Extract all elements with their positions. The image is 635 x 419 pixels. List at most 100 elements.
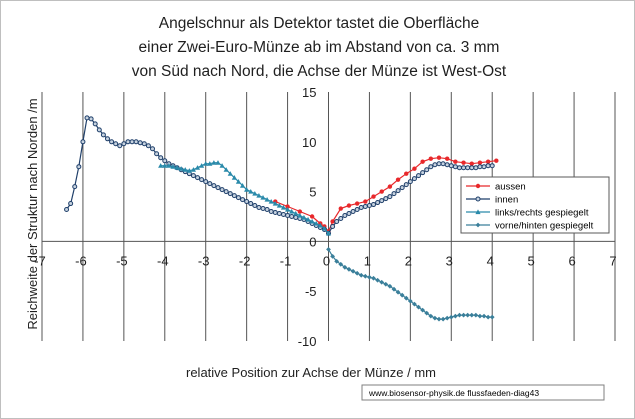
series-1-point-18: [137, 140, 143, 146]
series-1-point-87: [420, 170, 426, 176]
series-1-point-83: [403, 182, 409, 188]
series-1-point-32: [195, 175, 201, 181]
series-3-point-18: [399, 292, 405, 298]
y-tick-label-3: 5: [309, 185, 316, 200]
series-2-point-23: [252, 190, 258, 196]
series-0-line: [275, 157, 497, 233]
series-0-point-20: [436, 155, 442, 160]
series-1-point-43: [240, 197, 246, 203]
series-1-point-51: [272, 210, 278, 216]
series-2-point-40: [321, 225, 328, 231]
series-1-point-23: [158, 155, 164, 161]
series-1-point-19: [141, 141, 147, 147]
series-1-point-103: [485, 163, 491, 169]
legend-label-3: vorne/hinten gespiegelt: [495, 221, 594, 232]
series-0-point-8: [338, 206, 343, 211]
x-axis-label: relative Position zur Achse der Münze / …: [186, 365, 436, 380]
series-3-point-40: [489, 314, 495, 320]
series-2-point-5: [178, 166, 184, 171]
series-1-point-10: [104, 136, 110, 142]
series-2-point-36: [305, 216, 311, 222]
series-0-point-9: [346, 203, 352, 208]
series-1-point-42: [235, 195, 241, 201]
series-2-point-1: [162, 163, 168, 168]
series-3-point-27: [436, 316, 442, 322]
series-1-point-65: [330, 223, 336, 229]
series-1-point-81: [395, 188, 401, 194]
x-tick-label-0: -7: [34, 253, 46, 268]
series-1-point-38: [219, 187, 225, 193]
credit-text: www.biosensor-physik.de flussfaeden-diag…: [368, 388, 539, 398]
series-1-point-75: [371, 202, 377, 208]
series-1-point-5: [84, 115, 90, 121]
series-1-point-7: [92, 121, 98, 127]
series-1-point-17: [133, 139, 139, 145]
series-3-point-22: [416, 304, 421, 310]
series-3-point-9: [362, 273, 368, 279]
series-1-point-16: [129, 139, 135, 145]
series-1-point-9: [100, 132, 106, 138]
legend: aussen innen links/rechts gespiegelt vorne/…: [460, 176, 610, 234]
series-1-point-55: [289, 214, 295, 219]
series-1-point-34: [203, 179, 209, 185]
series-0-point-22: [453, 159, 458, 164]
legend-label-0: aussen: [495, 182, 526, 193]
series-1-point-96: [456, 165, 462, 171]
x-tick-label-4: -3: [198, 253, 210, 268]
series-0-point-17: [412, 166, 417, 171]
series-2-point-10: [199, 163, 205, 168]
series-2-point-11: [203, 161, 209, 166]
series-1-point-11: [109, 139, 115, 145]
series-1-point-54: [285, 213, 291, 219]
series-1-point-80: [391, 191, 397, 197]
series-0-point-18: [420, 159, 425, 164]
series-1-point-100: [473, 165, 479, 171]
series-1-point-41: [231, 193, 237, 199]
x-tick-label-1: -6: [75, 253, 87, 268]
series-2-point-8: [190, 167, 197, 172]
series-0-point-12: [371, 194, 376, 199]
series-1-point-12: [113, 141, 119, 147]
series-1-point-24: [162, 158, 168, 164]
series-0-point-21: [444, 156, 450, 161]
series-2-point-34: [297, 212, 303, 218]
series-1-point-36: [211, 183, 217, 189]
series-1-point-8: [96, 127, 102, 133]
series-2-point-39: [317, 222, 323, 228]
series-3-point-20: [407, 298, 413, 304]
x-tick-label-3: -4: [157, 253, 169, 268]
credit-frame: [361, 384, 605, 401]
series-1-point-67: [338, 215, 344, 221]
series-3-point-35: [469, 312, 475, 318]
series-2-point-33: [293, 210, 299, 216]
series-0-point-26: [485, 159, 491, 164]
series-3-point-2: [334, 258, 340, 264]
series-1-point-89: [428, 164, 434, 170]
series-1-point-97: [461, 165, 467, 171]
series-0-point-10: [354, 201, 360, 206]
series-2-point-14: [215, 160, 221, 165]
series-1-point-46: [252, 203, 258, 209]
series-2-point-22: [248, 189, 254, 194]
series-3-point-7: [354, 270, 360, 276]
series-3-point-26: [432, 315, 438, 321]
title-line-2: einer Zwei-Euro-Münze ab im Abstand von …: [139, 39, 500, 56]
series-1-point-39: [223, 189, 229, 195]
series-2-point-32: [289, 208, 295, 214]
series-0-point-13: [379, 189, 384, 194]
series-0-point-15: [395, 177, 401, 182]
series-0-point-2: [297, 209, 303, 214]
series-1-point-50: [268, 209, 274, 215]
x-tick-label-12: 5: [528, 253, 535, 268]
x-tick-label-11: 4: [487, 253, 494, 268]
series-1-point-44: [244, 199, 250, 205]
series-1-point-69: [346, 211, 352, 217]
series-1-point-88: [424, 167, 430, 173]
series-1-point-93: [444, 162, 450, 168]
x-tick-label-13: 6: [568, 253, 575, 268]
series-3-point-34: [465, 312, 471, 318]
series-1-point-21: [150, 146, 156, 152]
x-tick-label-7: 0: [323, 253, 330, 268]
series-1-point-45: [248, 201, 254, 207]
